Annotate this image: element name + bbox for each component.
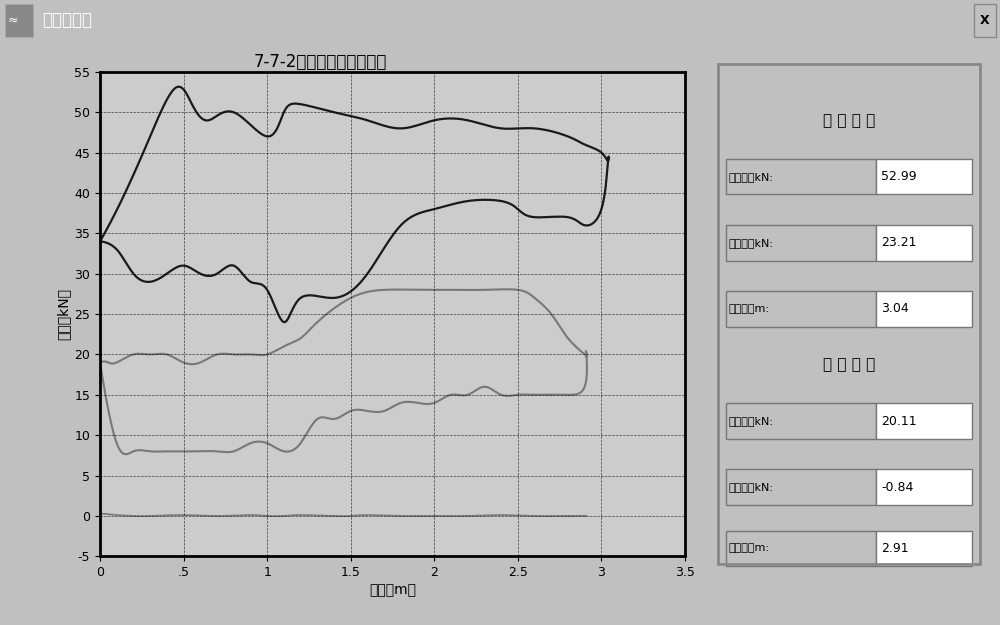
Text: 最大载荷kN:: 最大载荷kN: [728, 416, 773, 426]
FancyBboxPatch shape [876, 291, 972, 327]
Text: 井下位移m:: 井下位移m: [728, 543, 769, 553]
FancyBboxPatch shape [726, 469, 876, 505]
Text: 求解泵功图: 求解泵功图 [42, 11, 92, 29]
FancyBboxPatch shape [726, 225, 876, 261]
Text: 最小载荷kN:: 最小载荷kN: [728, 482, 773, 492]
FancyBboxPatch shape [876, 469, 972, 505]
Text: 地面位移m:: 地面位移m: [728, 304, 769, 314]
Text: 7-7-2井地面、井下示功图: 7-7-2井地面、井下示功图 [253, 54, 387, 71]
Text: 地 面 功 图: 地 面 功 图 [823, 113, 875, 128]
Text: 最大载荷kN:: 最大载荷kN: [728, 171, 773, 181]
Text: 最小载荷kN:: 最小载荷kN: [728, 238, 773, 248]
FancyBboxPatch shape [726, 531, 876, 566]
Text: -0.84: -0.84 [881, 481, 914, 494]
FancyBboxPatch shape [5, 4, 33, 36]
FancyBboxPatch shape [726, 291, 876, 327]
FancyBboxPatch shape [726, 403, 876, 439]
Text: 2.91: 2.91 [881, 542, 909, 555]
X-axis label: 位移（m）: 位移（m） [369, 583, 416, 597]
FancyBboxPatch shape [876, 531, 972, 566]
Text: 23.21: 23.21 [881, 236, 917, 249]
Text: 52.99: 52.99 [881, 170, 917, 183]
Text: ≈: ≈ [8, 14, 18, 27]
FancyBboxPatch shape [876, 403, 972, 439]
Text: 3.04: 3.04 [881, 302, 909, 316]
Text: X: X [980, 14, 990, 27]
FancyBboxPatch shape [974, 4, 996, 36]
FancyBboxPatch shape [876, 225, 972, 261]
Text: 井 下 功 图: 井 下 功 图 [823, 357, 875, 372]
Y-axis label: 载荷（kN）: 载荷（kN） [56, 288, 70, 340]
Text: 20.11: 20.11 [881, 414, 917, 428]
FancyBboxPatch shape [876, 159, 972, 194]
FancyBboxPatch shape [726, 159, 876, 194]
